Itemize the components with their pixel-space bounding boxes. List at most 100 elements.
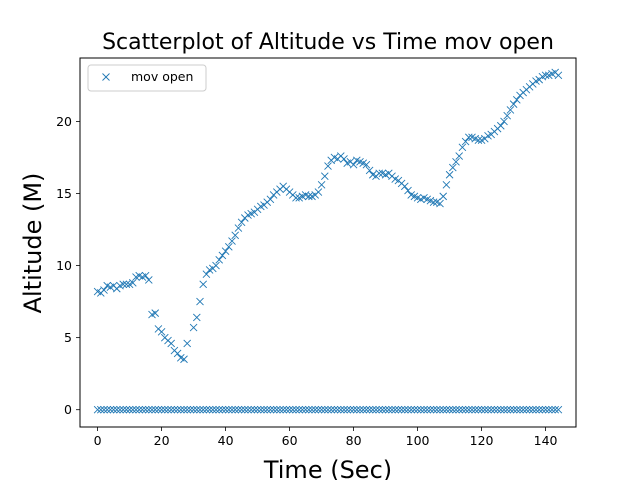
data-point: [362, 160, 371, 169]
data-point-baseline: [295, 405, 304, 414]
data-point-baseline: [106, 405, 115, 414]
data-point-baseline: [301, 405, 310, 414]
data-point: [304, 192, 313, 201]
data-point-baseline: [260, 405, 268, 414]
data-point-baseline: [164, 405, 172, 414]
data-point-baseline: [439, 405, 448, 414]
data-point-baseline: [352, 405, 361, 414]
data-point-baseline: [288, 405, 297, 414]
data-point-baseline: [279, 405, 288, 414]
data-point-baseline: [128, 405, 137, 414]
y-axis-label: Altitude (M): [19, 173, 47, 314]
data-point-baseline: [410, 405, 419, 414]
data-point-baseline: [202, 405, 211, 414]
y-axis-ticks: 0 5 10 15 20: [56, 114, 80, 417]
data-point-baseline: [426, 405, 435, 414]
chart-title: Scatterplot of Altitude vs Time mov open: [102, 30, 554, 55]
data-point-baseline: [503, 405, 512, 414]
data-point: [266, 195, 275, 204]
data-point-baseline: [314, 405, 323, 414]
legend: mov open: [87, 64, 207, 92]
data-point: [317, 181, 326, 189]
data-point-baseline: [138, 405, 147, 414]
data-point: [221, 247, 230, 255]
data-point-baseline: [548, 405, 556, 414]
data-point-baseline: [311, 405, 320, 414]
data-point-baseline: [368, 405, 377, 414]
data-point-baseline: [554, 405, 563, 414]
data-point-baseline: [346, 405, 355, 414]
data-point: [189, 323, 198, 332]
data-point-baseline: [285, 405, 294, 414]
data-point: [429, 198, 438, 206]
data-point-baseline: [391, 405, 400, 414]
data-point-baseline: [237, 405, 246, 414]
data-point-baseline: [253, 405, 262, 414]
data-point-baseline: [528, 405, 537, 414]
data-point-baseline: [144, 405, 153, 414]
data-point: [496, 121, 505, 130]
data-point-baseline: [455, 405, 464, 414]
data-point-baseline: [317, 405, 326, 414]
data-point-baseline: [298, 405, 307, 414]
data-point-baseline: [96, 405, 105, 414]
x-tick-label: 40: [218, 433, 234, 448]
y-tick-label: 20: [56, 114, 72, 129]
data-point: [199, 280, 208, 289]
data-point-baseline: [471, 405, 480, 414]
data-point-baseline: [506, 405, 515, 414]
data-point: [151, 309, 160, 317]
data-point-baseline: [183, 405, 192, 414]
data-points: [93, 68, 563, 414]
data-point-baseline: [477, 405, 486, 414]
data-point-baseline: [141, 405, 150, 414]
data-point-baseline: [119, 405, 128, 414]
data-point: [554, 71, 563, 80]
data-point-baseline: [320, 405, 329, 414]
y-tick-label: 5: [64, 330, 72, 345]
data-point: [141, 271, 150, 280]
data-point-baseline: [176, 405, 185, 414]
y-tick-label: 0: [64, 402, 72, 417]
data-point: [400, 182, 409, 191]
data-point-baseline: [397, 405, 406, 414]
data-point: [173, 349, 182, 358]
data-point-baseline: [160, 405, 169, 414]
data-point-baseline: [125, 405, 134, 414]
data-point-baseline: [157, 405, 166, 414]
data-point: [442, 181, 451, 189]
data-point-baseline: [519, 405, 528, 414]
data-point: [509, 100, 518, 108]
data-point-baseline: [480, 405, 489, 414]
data-point-baseline: [541, 405, 550, 414]
x-axis-label: Time (Sec): [263, 456, 392, 480]
data-point-baseline: [212, 405, 220, 414]
data-point: [183, 339, 192, 348]
data-point-baseline: [192, 405, 201, 414]
data-point-baseline: [458, 405, 467, 414]
data-point: [324, 162, 332, 170]
data-point-baseline: [423, 405, 432, 414]
data-point: [320, 172, 329, 181]
data-point-baseline: [452, 405, 460, 414]
x-tick-label: 20: [154, 433, 170, 448]
data-point-baseline: [122, 405, 131, 414]
data-point-baseline: [432, 405, 441, 414]
data-point-baseline: [221, 405, 230, 414]
data-point: [340, 155, 348, 163]
data-point: [192, 313, 201, 322]
data-point-baseline: [442, 405, 451, 414]
data-point-baseline: [247, 405, 256, 414]
data-point-baseline: [420, 405, 428, 414]
data-point: [119, 280, 128, 289]
data-point-baseline: [196, 405, 204, 414]
data-point: [365, 166, 374, 175]
data-point: [202, 270, 211, 279]
data-point-baseline: [240, 405, 249, 414]
data-point-baseline: [436, 405, 444, 414]
data-point-baseline: [400, 405, 409, 414]
data-point: [512, 95, 521, 104]
data-point-baseline: [544, 405, 553, 414]
x-tick-label: 0: [94, 433, 102, 448]
